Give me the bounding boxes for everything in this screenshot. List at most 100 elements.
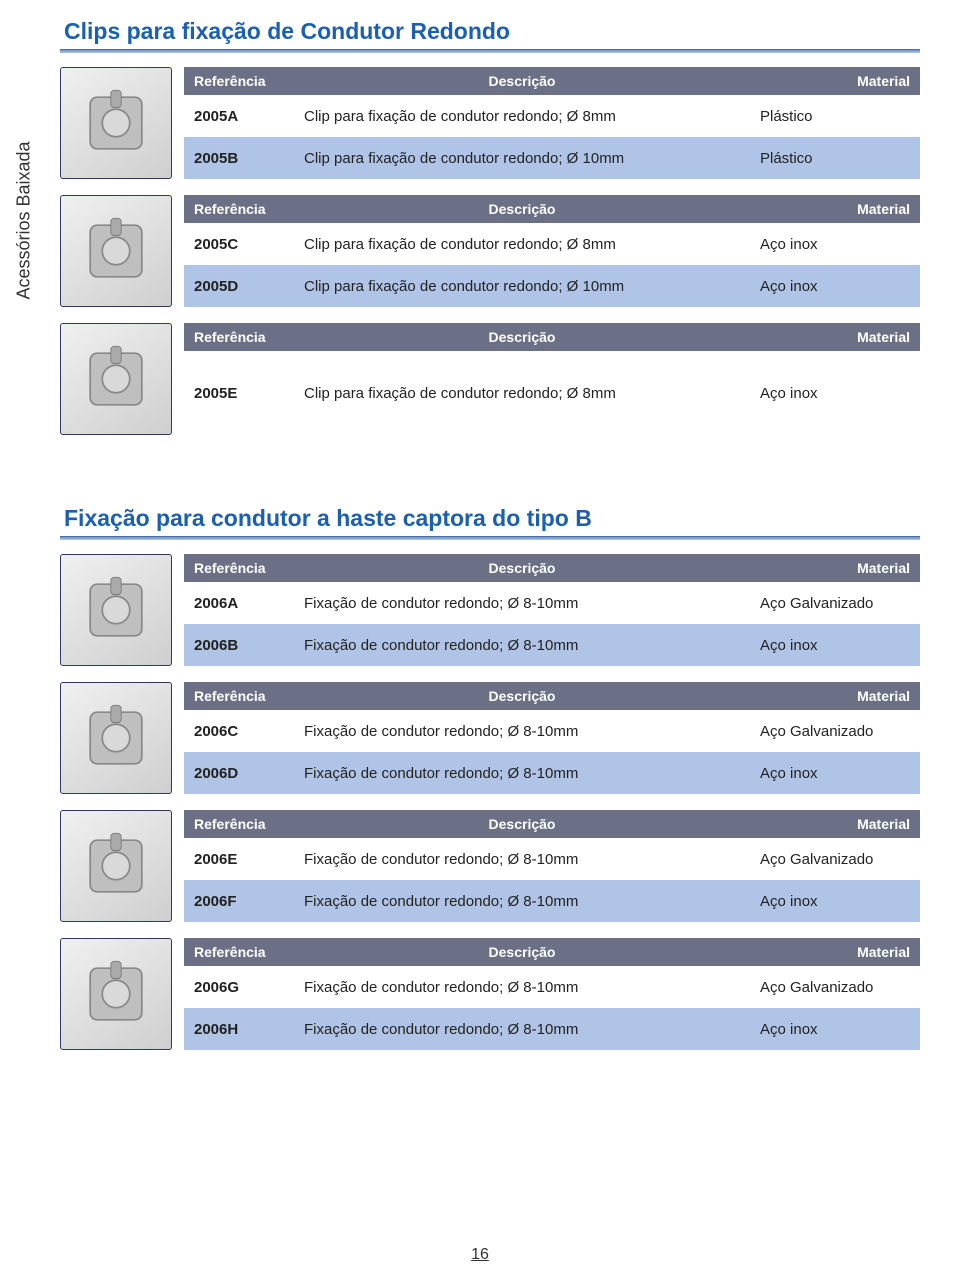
table-header-ref: Referência xyxy=(184,195,294,223)
table-row: 2006GFixação de condutor redondo; Ø 8-10… xyxy=(184,966,920,1008)
page-content: Clips para fixação de Condutor Redondo R… xyxy=(60,8,920,1066)
cell-ref: 2006D xyxy=(184,752,294,794)
product-block: ReferênciaDescriçãoMaterial2005EClip par… xyxy=(60,323,920,435)
cell-ref: 2006C xyxy=(184,710,294,752)
section-title: Clips para fixação de Condutor Redondo xyxy=(64,18,920,45)
section-rule xyxy=(60,49,920,53)
product-table: ReferênciaDescriçãoMaterial2005CClip par… xyxy=(184,195,920,307)
product-thumb xyxy=(60,195,172,307)
table-row: 2005EClip para fixação de condutor redon… xyxy=(184,351,920,435)
section-gap xyxy=(60,451,920,495)
product-table: ReferênciaDescriçãoMaterial2006GFixação … xyxy=(184,938,920,1050)
cell-desc: Clip para fixação de condutor redondo; Ø… xyxy=(294,265,750,307)
product-table: ReferênciaDescriçãoMaterial2005AClip par… xyxy=(184,67,920,179)
product-block: ReferênciaDescriçãoMaterial2005AClip par… xyxy=(60,67,920,179)
table-header-mat: Material xyxy=(750,195,920,223)
section-rule xyxy=(60,536,920,540)
cell-desc: Clip para fixação de condutor redondo; Ø… xyxy=(294,137,750,179)
product-block: ReferênciaDescriçãoMaterial2006EFixação … xyxy=(60,810,920,922)
table-header-mat: Material xyxy=(750,67,920,95)
table-header-desc: Descrição xyxy=(294,323,750,351)
cell-mat: Aço Galvanizado xyxy=(750,710,920,752)
product-thumb xyxy=(60,323,172,435)
table-row: 2005CClip para fixação de condutor redon… xyxy=(184,223,920,265)
cell-desc: Fixação de condutor redondo; Ø 8-10mm xyxy=(294,582,750,624)
table-row: 2006FFixação de condutor redondo; Ø 8-10… xyxy=(184,880,920,922)
product-thumb xyxy=(60,554,172,666)
product-thumb xyxy=(60,938,172,1050)
table-row: 2005AClip para fixação de condutor redon… xyxy=(184,95,920,137)
table-header-desc: Descrição xyxy=(294,554,750,582)
table-header-desc: Descrição xyxy=(294,810,750,838)
cell-ref: 2006H xyxy=(184,1008,294,1050)
table-row: 2006EFixação de condutor redondo; Ø 8-10… xyxy=(184,838,920,880)
cell-mat: Plástico xyxy=(750,137,920,179)
table-header-mat: Material xyxy=(750,938,920,966)
product-block: ReferênciaDescriçãoMaterial2006AFixação … xyxy=(60,554,920,666)
cell-ref: 2006G xyxy=(184,966,294,1008)
cell-desc: Clip para fixação de condutor redondo; Ø… xyxy=(294,351,750,435)
cell-desc: Clip para fixação de condutor redondo; Ø… xyxy=(294,95,750,137)
cell-ref: 2005E xyxy=(184,351,294,435)
cell-desc: Clip para fixação de condutor redondo; Ø… xyxy=(294,223,750,265)
cell-mat: Aço Galvanizado xyxy=(750,838,920,880)
product-thumb xyxy=(60,67,172,179)
cell-mat: Aço inox xyxy=(750,624,920,666)
cell-ref: 2005B xyxy=(184,137,294,179)
cell-desc: Fixação de condutor redondo; Ø 8-10mm xyxy=(294,752,750,794)
table-header-ref: Referência xyxy=(184,554,294,582)
cell-desc: Fixação de condutor redondo; Ø 8-10mm xyxy=(294,966,750,1008)
product-table: ReferênciaDescriçãoMaterial2006AFixação … xyxy=(184,554,920,666)
table-row: 2006AFixação de condutor redondo; Ø 8-10… xyxy=(184,582,920,624)
cell-mat: Aço Galvanizado xyxy=(750,582,920,624)
cell-mat: Aço inox xyxy=(750,752,920,794)
page-number-wrap: 16 xyxy=(0,1246,960,1264)
table-row: 2006CFixação de condutor redondo; Ø 8-10… xyxy=(184,710,920,752)
table-header-ref: Referência xyxy=(184,810,294,838)
cell-mat: Aço inox xyxy=(750,351,920,435)
cell-desc: Fixação de condutor redondo; Ø 8-10mm xyxy=(294,1008,750,1050)
table-header-desc: Descrição xyxy=(294,195,750,223)
cell-mat: Aço Galvanizado xyxy=(750,966,920,1008)
product-block: ReferênciaDescriçãoMaterial2006GFixação … xyxy=(60,938,920,1050)
table-header-desc: Descrição xyxy=(294,682,750,710)
cell-mat: Aço inox xyxy=(750,265,920,307)
table-header-ref: Referência xyxy=(184,938,294,966)
page-number: 16 xyxy=(471,1246,489,1264)
cell-desc: Fixação de condutor redondo; Ø 8-10mm xyxy=(294,880,750,922)
section-title: Fixação para condutor a haste captora do… xyxy=(64,505,920,532)
cell-mat: Aço inox xyxy=(750,223,920,265)
table-row: 2005BClip para fixação de condutor redon… xyxy=(184,137,920,179)
cell-mat: Aço inox xyxy=(750,1008,920,1050)
table-header-ref: Referência xyxy=(184,323,294,351)
product-block: ReferênciaDescriçãoMaterial2005CClip par… xyxy=(60,195,920,307)
cell-ref: 2006E xyxy=(184,838,294,880)
table-header-mat: Material xyxy=(750,810,920,838)
cell-mat: Aço inox xyxy=(750,880,920,922)
cell-ref: 2006A xyxy=(184,582,294,624)
table-header-mat: Material xyxy=(750,554,920,582)
product-table: ReferênciaDescriçãoMaterial2006EFixação … xyxy=(184,810,920,922)
table-header-ref: Referência xyxy=(184,67,294,95)
table-header-mat: Material xyxy=(750,682,920,710)
cell-desc: Fixação de condutor redondo; Ø 8-10mm xyxy=(294,838,750,880)
table-row: 2006DFixação de condutor redondo; Ø 8-10… xyxy=(184,752,920,794)
cell-desc: Fixação de condutor redondo; Ø 8-10mm xyxy=(294,710,750,752)
table-row: 2006HFixação de condutor redondo; Ø 8-10… xyxy=(184,1008,920,1050)
cell-ref: 2005A xyxy=(184,95,294,137)
side-tab: Acessórios Baixada xyxy=(10,90,38,350)
table-header-ref: Referência xyxy=(184,682,294,710)
cell-ref: 2006B xyxy=(184,624,294,666)
table-header-desc: Descrição xyxy=(294,67,750,95)
product-thumb xyxy=(60,682,172,794)
table-row: 2006BFixação de condutor redondo; Ø 8-10… xyxy=(184,624,920,666)
cell-desc: Fixação de condutor redondo; Ø 8-10mm xyxy=(294,624,750,666)
table-header-desc: Descrição xyxy=(294,938,750,966)
table-header-mat: Material xyxy=(750,323,920,351)
cell-ref: 2005D xyxy=(184,265,294,307)
cell-ref: 2005C xyxy=(184,223,294,265)
product-table: ReferênciaDescriçãoMaterial2005EClip par… xyxy=(184,323,920,435)
table-row: 2005DClip para fixação de condutor redon… xyxy=(184,265,920,307)
product-thumb xyxy=(60,810,172,922)
product-table: ReferênciaDescriçãoMaterial2006CFixação … xyxy=(184,682,920,794)
